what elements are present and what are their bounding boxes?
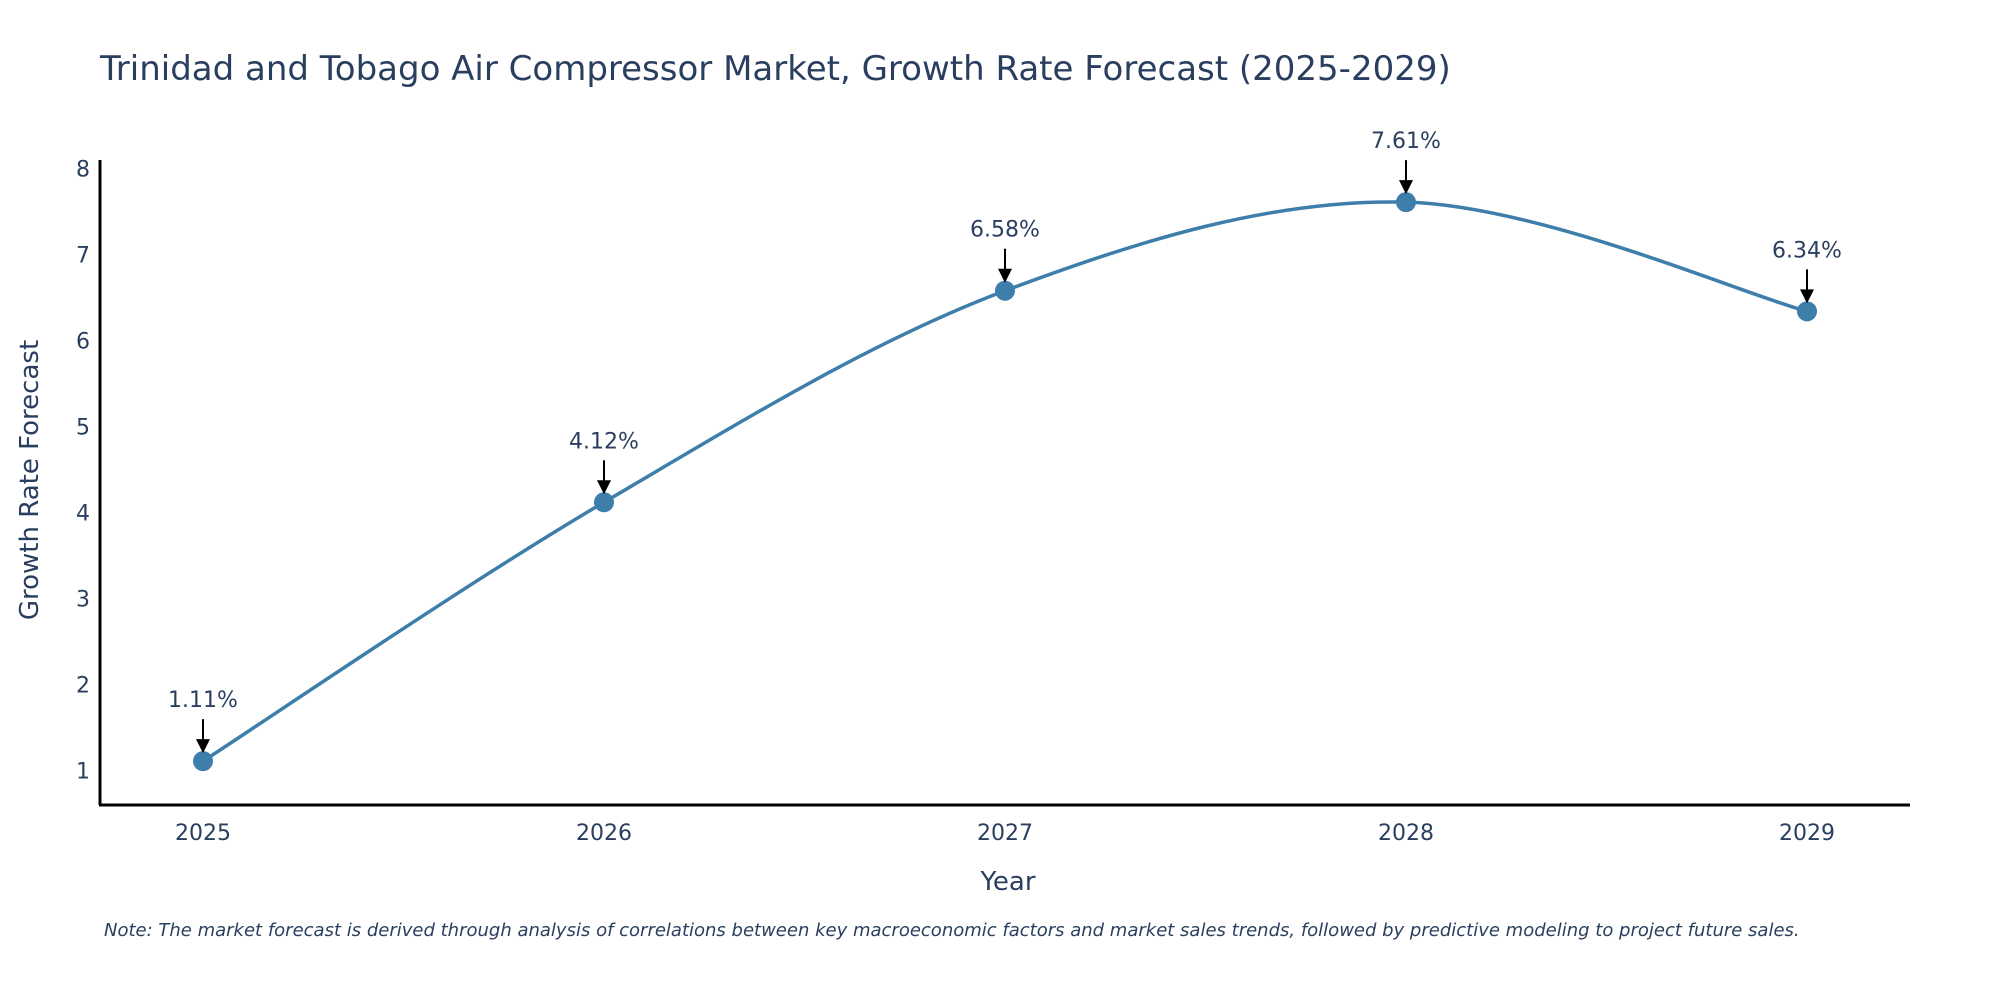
chart-title: Trinidad and Tobago Air Compressor Marke… (99, 49, 1451, 89)
data-point (1797, 301, 1817, 322)
x-tick-label: 2027 (977, 821, 1033, 846)
x-axis-title: Year (979, 867, 1035, 897)
data-point (1396, 192, 1416, 213)
y-tick-label: 5 (76, 416, 90, 441)
data-annotations: 1.11% 4.12% 6.58% 7.61% 6.34% (168, 129, 1842, 754)
y-tick-label: 8 (76, 158, 90, 183)
y-axis-ticks: 1 2 3 4 5 6 7 8 (76, 158, 90, 785)
y-tick-label: 6 (76, 330, 90, 355)
annotation-arrow-head (1399, 180, 1413, 195)
footnote: Note: The market forecast is derived thr… (104, 920, 1800, 941)
data-label: 7.61% (1371, 129, 1441, 154)
x-tick-label: 2028 (1378, 821, 1434, 846)
y-tick-label: 4 (76, 502, 90, 527)
y-tick-label: 1 (76, 760, 90, 785)
annotation-arrow-head (1800, 289, 1814, 304)
x-axis-ticks: 2025 2026 2027 2028 2029 (175, 821, 1835, 846)
data-points (193, 192, 1817, 772)
data-point (594, 492, 614, 513)
data-label: 1.11% (168, 688, 238, 713)
data-point (193, 751, 213, 772)
data-label: 4.12% (569, 429, 639, 454)
data-label: 6.58% (970, 218, 1040, 243)
x-tick-label: 2025 (175, 821, 231, 846)
data-point (995, 280, 1015, 301)
y-axis-title: Growth Rate Forecast (15, 340, 45, 620)
x-tick-label: 2026 (576, 821, 632, 846)
data-label: 6.34% (1772, 238, 1842, 263)
x-tick-label: 2029 (1779, 821, 1835, 846)
annotation-arrow-head (998, 268, 1012, 283)
y-tick-label: 3 (76, 588, 90, 613)
annotation-arrow-head (196, 739, 210, 754)
y-tick-label: 2 (76, 674, 90, 699)
annotation-arrow-head (597, 480, 611, 495)
y-tick-label: 7 (76, 244, 90, 269)
